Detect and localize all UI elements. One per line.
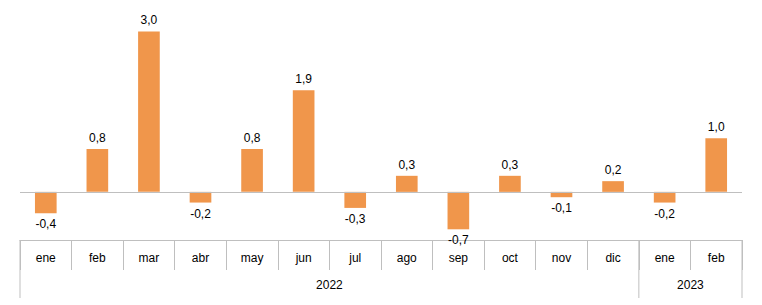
svg-text:-0,7: -0,7: [448, 233, 469, 247]
svg-text:jun: jun: [295, 251, 312, 265]
svg-text:-0,2: -0,2: [654, 207, 675, 221]
svg-text:0,2: 0,2: [605, 163, 622, 177]
svg-text:1,9: 1,9: [295, 72, 312, 86]
svg-text:-0,1: -0,1: [551, 201, 572, 215]
svg-text:dic: dic: [605, 251, 620, 265]
svg-text:0,3: 0,3: [502, 158, 519, 172]
svg-text:feb: feb: [708, 251, 725, 265]
svg-text:3,0: 3,0: [141, 13, 158, 27]
svg-text:1,0: 1,0: [708, 120, 725, 134]
svg-text:jul: jul: [348, 251, 361, 265]
svg-text:sep: sep: [449, 251, 469, 265]
svg-text:2022: 2022: [316, 278, 343, 292]
svg-text:may: may: [241, 251, 264, 265]
svg-text:feb: feb: [89, 251, 106, 265]
svg-text:oct: oct: [502, 251, 519, 265]
svg-text:ene: ene: [655, 251, 675, 265]
svg-text:nov: nov: [552, 251, 571, 265]
svg-text:ago: ago: [397, 251, 417, 265]
svg-text:-0,4: -0,4: [35, 217, 56, 231]
svg-text:0,8: 0,8: [89, 131, 106, 145]
svg-text:-0,3: -0,3: [345, 212, 366, 226]
svg-text:0,3: 0,3: [398, 158, 415, 172]
svg-text:-0,2: -0,2: [190, 207, 211, 221]
svg-text:ene: ene: [36, 251, 56, 265]
svg-text:2023: 2023: [677, 278, 704, 292]
svg-text:0,8: 0,8: [244, 131, 261, 145]
svg-text:mar: mar: [139, 251, 160, 265]
svg-text:abr: abr: [192, 251, 209, 265]
